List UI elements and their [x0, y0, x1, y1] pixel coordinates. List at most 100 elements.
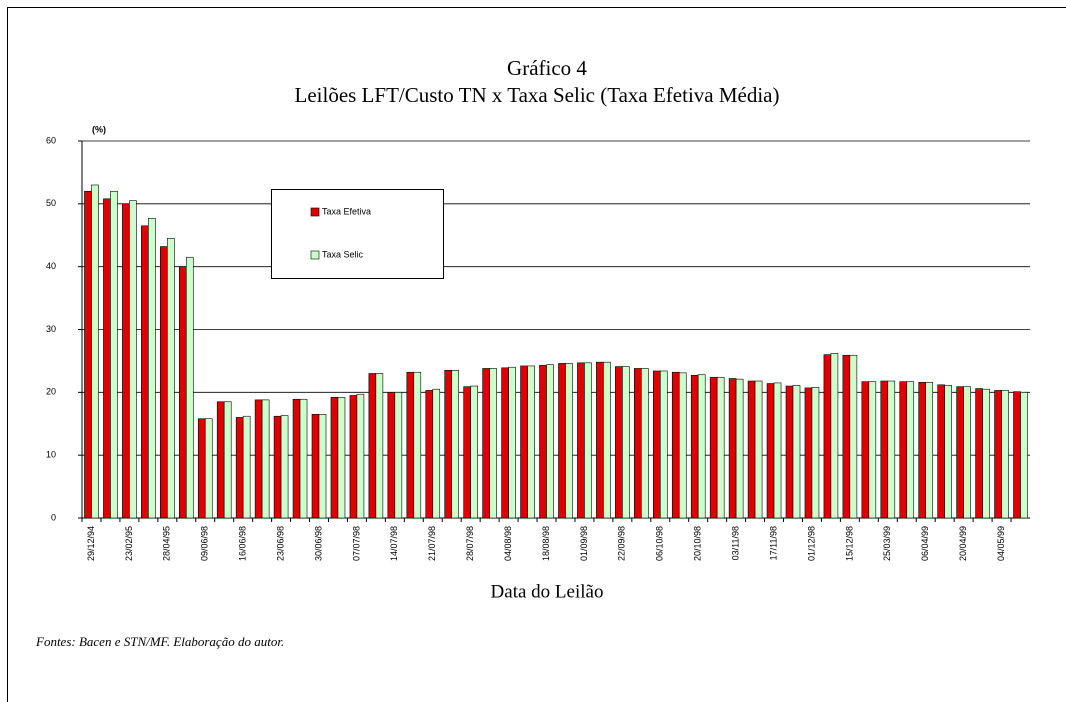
bar	[178, 266, 187, 519]
x-tick-label: 07/07/98	[351, 526, 361, 561]
bar	[273, 415, 282, 519]
x-tick-label: 18/08/98	[541, 526, 551, 561]
y-axis-label: (%)	[92, 124, 106, 134]
legend	[271, 189, 444, 279]
bar	[330, 397, 339, 519]
bar	[565, 363, 573, 519]
x-tick-label: 06/10/98	[655, 526, 665, 561]
x-tick-label: 23/02/95	[124, 526, 134, 561]
bar	[906, 381, 915, 519]
chart-title: Gráfico 4	[507, 56, 587, 80]
x-tick-label: 28/04/95	[162, 526, 172, 561]
bar	[527, 365, 535, 519]
bar	[84, 190, 92, 519]
bar	[375, 373, 384, 519]
bar	[773, 382, 782, 519]
x-tick-label: 20/10/98	[693, 526, 703, 561]
bar	[652, 370, 661, 519]
bar	[887, 380, 896, 519]
bar	[754, 380, 763, 519]
x-tick-label: 01/09/98	[579, 526, 589, 561]
bar	[830, 353, 839, 519]
bar	[337, 397, 346, 519]
y-tick-label: 10	[46, 450, 56, 460]
bar	[615, 366, 623, 519]
bar	[425, 390, 434, 519]
x-axis-label: Data do Leilão	[491, 581, 604, 602]
bar	[406, 371, 415, 519]
bar	[735, 378, 744, 519]
bar	[129, 200, 137, 519]
bar	[558, 363, 566, 519]
bar	[122, 203, 130, 519]
bar	[311, 414, 320, 519]
bar	[982, 388, 990, 519]
x-tick-label: 28/07/98	[465, 526, 475, 561]
bar	[482, 368, 490, 519]
bar	[463, 386, 471, 519]
legend-label: Taxa Efetiva	[322, 206, 371, 216]
bar	[292, 398, 301, 519]
bar	[254, 399, 263, 519]
bar	[709, 376, 718, 519]
bar	[975, 388, 983, 519]
bar	[728, 378, 737, 519]
bar	[394, 392, 403, 519]
bar	[167, 238, 175, 519]
bar	[671, 371, 680, 519]
bar	[349, 395, 358, 519]
bar	[678, 372, 687, 519]
bar	[634, 368, 642, 519]
note: Fontes: Bacen e STN/MF. Elaboração do au…	[35, 634, 284, 649]
bar	[994, 390, 1002, 519]
bar	[91, 184, 99, 519]
bar	[603, 361, 611, 519]
y-tick-label: 60	[46, 135, 56, 145]
x-tick-label: 29/12/94	[86, 526, 96, 561]
x-tick-label: 16/06/98	[238, 526, 248, 561]
bar	[141, 225, 149, 519]
bar	[444, 370, 453, 519]
bar	[235, 417, 244, 519]
x-tick-label: 20/04/99	[958, 526, 968, 561]
bar	[185, 256, 194, 519]
bar	[596, 361, 604, 519]
legend-swatch	[310, 250, 320, 260]
bar	[697, 374, 706, 519]
x-tick-label: 30/06/98	[313, 526, 323, 561]
bar	[539, 365, 547, 519]
x-tick-label: 06/04/99	[920, 526, 930, 561]
x-tick-label: 22/09/98	[617, 526, 627, 561]
x-tick-label: 01/12/98	[806, 526, 816, 561]
x-tick-label: 15/12/98	[844, 526, 854, 561]
bar	[747, 380, 756, 519]
bar	[880, 380, 889, 519]
bar	[470, 385, 478, 519]
bar	[716, 376, 725, 519]
x-tick-label: 17/11/98	[768, 526, 778, 560]
bar	[899, 381, 908, 519]
bar	[197, 418, 206, 519]
bar	[432, 388, 441, 519]
bar	[937, 384, 945, 519]
x-tick-label: 25/03/99	[882, 526, 892, 561]
chart-subtitle: Leilões LFT/Custo TN x Taxa Selic (Taxa …	[295, 83, 780, 107]
bar	[508, 366, 516, 519]
x-tick-label: 03/11/98	[730, 526, 740, 560]
bar	[918, 381, 927, 519]
y-tick-label: 0	[51, 512, 56, 522]
bar	[842, 354, 851, 519]
bar	[520, 365, 528, 519]
legend-label: Taxa Selic	[322, 249, 364, 259]
bar	[849, 354, 858, 519]
bar	[160, 246, 168, 519]
bar	[925, 381, 934, 519]
bar	[622, 366, 630, 519]
bar	[811, 387, 820, 519]
bar	[216, 401, 225, 519]
bar	[1001, 390, 1009, 519]
x-tick-label: 04/05/99	[996, 526, 1006, 561]
bar	[1013, 391, 1021, 519]
x-tick-label: 09/06/98	[200, 526, 210, 561]
